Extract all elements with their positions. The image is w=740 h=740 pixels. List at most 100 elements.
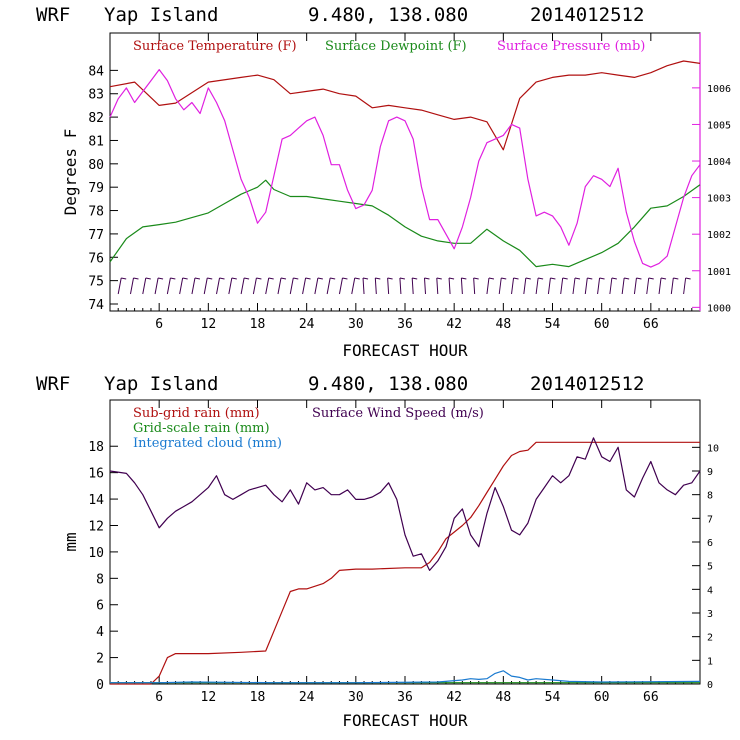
wind-barbs	[117, 277, 691, 295]
bottom-title-location: Yap Island	[104, 373, 218, 395]
wind-barb-flag	[342, 277, 348, 280]
wind-barb-flag	[574, 277, 581, 280]
top-x-tick-label: 48	[496, 317, 512, 332]
wind-barb-flag	[636, 277, 642, 280]
wind-barb	[621, 277, 625, 295]
bottom-y2-tick-label: 8	[707, 491, 713, 502]
wind-barb-flag	[587, 277, 593, 280]
top-title-model: WRF	[36, 4, 70, 26]
wind-barb-flag	[280, 277, 287, 280]
wind-barb	[658, 277, 662, 295]
top-y-tick-label: 82	[88, 111, 104, 126]
wind-barb-flag	[293, 277, 299, 280]
wind-barb	[423, 277, 426, 295]
bottom-x-tick-label: 60	[594, 690, 610, 705]
wind-barb	[683, 277, 687, 295]
bottom-y-tick-label: 12	[88, 519, 104, 534]
wind-barb-flag	[219, 277, 225, 280]
bottom-y2-tick-label: 4	[707, 585, 713, 596]
wind-barb-flag	[244, 277, 250, 280]
wind-barb-flag	[501, 277, 507, 280]
wind-barb-flag	[194, 277, 201, 280]
wind-barb	[535, 277, 539, 295]
wind-barb-flag	[375, 277, 381, 280]
bottom-y-tick-label: 14	[88, 493, 104, 508]
bottom-x-tick-label: 24	[299, 690, 315, 705]
wind-barb-flag	[473, 277, 479, 280]
wind-barb-flag	[648, 277, 654, 280]
wind-barb-flag	[354, 277, 360, 280]
wind-barb-flag	[387, 277, 393, 280]
top-x-tick-label: 42	[446, 317, 462, 332]
top-x-tick-label: 12	[201, 317, 217, 332]
wind-barb-flag	[685, 277, 691, 280]
top-y-tick-label: 77	[88, 228, 104, 243]
wind-barb-flag	[330, 277, 336, 280]
wind-barb-flag	[362, 277, 369, 280]
top-y2-tick-label: 1001	[707, 267, 731, 278]
top-y2-tick-label: 1005	[707, 120, 731, 131]
wind-barb	[646, 277, 650, 295]
wind-barb	[228, 277, 233, 295]
wind-barb-flag	[513, 277, 519, 280]
bottom-x-tick-label: 48	[496, 690, 512, 705]
bottom-x-tick-label: 18	[250, 690, 266, 705]
wind-barb	[129, 277, 134, 295]
legend-grid-scale-rain: Grid-scale rain (mm)	[133, 421, 270, 436]
wind-barb-flag	[399, 277, 406, 280]
wind-barb-flag	[268, 277, 274, 280]
top-y-axis-label: Degrees F	[61, 129, 80, 216]
wind-barb-flag	[611, 277, 617, 280]
wind-barb	[154, 277, 159, 295]
bottom-y-tick-label: 4	[96, 625, 104, 640]
wind-barb	[338, 277, 343, 295]
wind-barb-flag	[412, 277, 418, 280]
wind-barb-flag	[461, 277, 467, 280]
top-x-tick-label: 6	[155, 317, 163, 332]
bottom-y2-tick-label: 7	[707, 514, 713, 525]
bottom-x-tick-label: 36	[397, 690, 413, 705]
wind-barb	[240, 277, 245, 295]
wind-barb	[326, 277, 331, 295]
top-y-tick-label: 80	[88, 158, 104, 173]
wind-barb-flag	[448, 277, 455, 280]
top-panel: WRF Yap Island 9.480, 138.080 2014012512…	[36, 4, 731, 360]
wind-barb-flag	[170, 277, 176, 280]
bottom-y-tick-label: 8	[96, 572, 104, 587]
wind-barb-flag	[599, 277, 605, 280]
bottom-y2-tick-label: 3	[707, 609, 713, 620]
top-x-tick-label: 60	[594, 317, 610, 332]
top-ticks: 6 12 18 24 30 36 42 48 54 60 66 74 75 76 77 78 79 80 81 82 8…	[88, 33, 731, 332]
wind-barb	[547, 277, 551, 295]
surface-wind-speed-line	[109, 437, 701, 572]
wind-barb	[498, 277, 502, 295]
top-y2-tick-label: 1000	[707, 303, 731, 314]
top-y2-tick-label: 1004	[707, 157, 731, 168]
wind-barb	[633, 277, 637, 295]
top-y-tick-label: 76	[88, 251, 104, 266]
bottom-y-tick-label: 6	[96, 599, 104, 614]
top-x-tick-label: 66	[643, 317, 659, 332]
bottom-y2-tick-label: 6	[707, 538, 713, 549]
top-x-axis-label: FORECAST HOUR	[342, 341, 468, 360]
surface-pressure-line	[109, 68, 701, 268]
bottom-x-tick-label: 66	[643, 690, 659, 705]
wind-barb	[265, 277, 270, 295]
legend-surface-temperature: Surface Temperature (F)	[133, 39, 297, 54]
wind-barb	[252, 277, 257, 295]
wind-barb-flag	[121, 277, 127, 280]
bottom-y2-tick-label: 9	[707, 467, 713, 478]
bottom-y-tick-label: 10	[88, 546, 104, 561]
wind-barb	[314, 277, 319, 295]
wind-barb	[560, 277, 564, 295]
top-title-coords: 9.480, 138.080	[308, 4, 468, 26]
wind-barb	[399, 277, 402, 295]
top-y-tick-label: 84	[88, 64, 104, 79]
bottom-y-tick-label: 2	[96, 652, 104, 667]
wind-barb	[387, 277, 390, 295]
legend-integrated-cloud: Integrated cloud (mm)	[133, 436, 282, 451]
wind-barb	[411, 277, 414, 295]
bottom-y2-tick-label: 1	[707, 656, 713, 667]
legend-sub-grid-rain: Sub-grid rain (mm)	[133, 406, 260, 421]
